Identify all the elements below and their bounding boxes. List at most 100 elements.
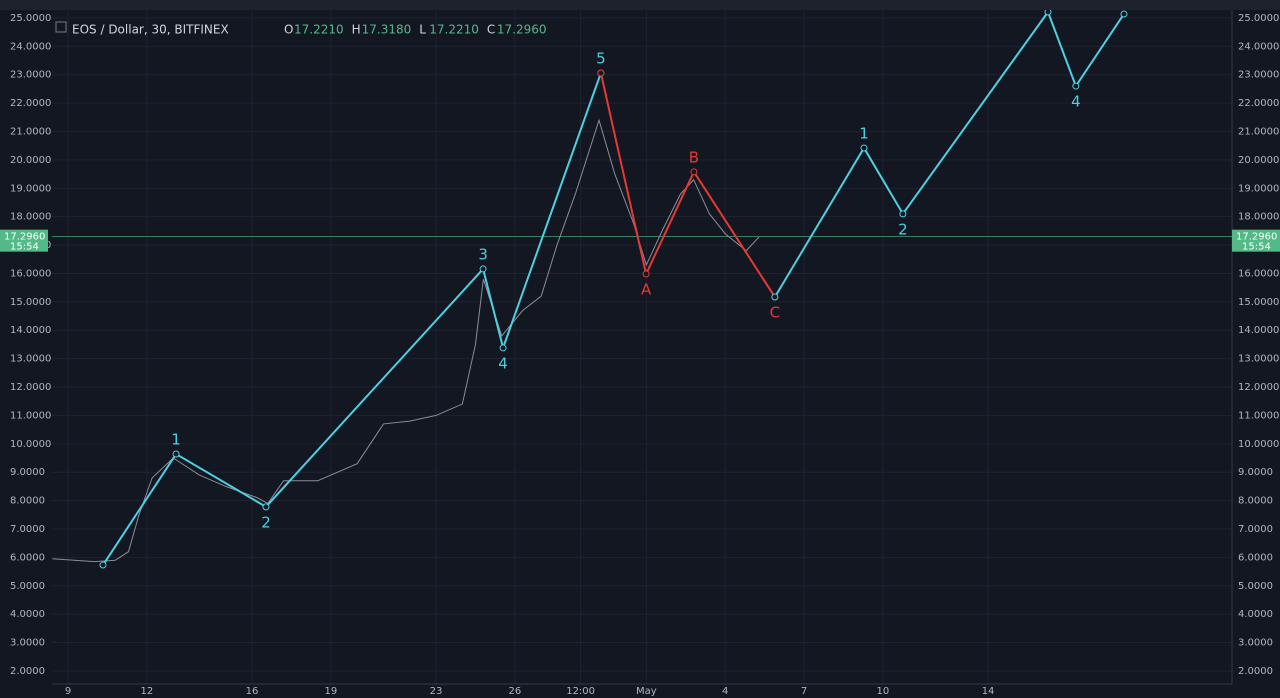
x-tick-label: May	[636, 686, 657, 697]
y-tick-label: 4.0000	[10, 609, 45, 620]
x-tick-label: 12:00	[566, 686, 595, 697]
y-tick-label: 23.0000	[1238, 70, 1279, 81]
wave-point	[771, 293, 779, 301]
wave-label: 4	[1071, 93, 1081, 111]
y-tick-label: 3.0000	[1238, 638, 1273, 649]
x-tick-label: 23	[430, 686, 443, 697]
wave-label: 5	[596, 50, 606, 68]
x-tick-label: 16	[246, 686, 259, 697]
x-tick-label: 9	[65, 686, 71, 697]
y-tick-label: 13.0000	[10, 354, 51, 365]
ohlc-value: 17.2210	[294, 23, 344, 37]
x-tick-label: 4	[722, 686, 728, 697]
last-price-label: 17.2960	[4, 232, 45, 243]
ohlc-value: 17.2210	[429, 23, 479, 37]
ohlc-key: O	[284, 23, 293, 37]
y-tick-label: 2.0000	[10, 666, 45, 677]
y-tick-label: 19.0000	[1238, 183, 1279, 194]
y-tick-label: 21.0000	[10, 127, 51, 138]
y-tick-label: 21.0000	[1238, 127, 1279, 138]
wave-label: 3	[478, 245, 488, 263]
y-tick-label: 5.0000	[10, 581, 45, 592]
wave-point	[642, 270, 650, 278]
y-tick-label: 22.0000	[10, 98, 51, 109]
y-tick-label: 4.0000	[1238, 609, 1273, 620]
symbol[interactable]: EOS / Dollar, 30, BITFINEX	[72, 23, 229, 37]
last-price-badge	[1232, 229, 1280, 252]
expand-icon[interactable]	[55, 21, 67, 33]
y-tick-label: 20.0000	[1238, 155, 1279, 166]
y-tick-label: 11.0000	[10, 410, 51, 421]
toolbar	[0, 0, 1280, 10]
wave-line	[774, 10, 1125, 298]
ohlc-key: C	[487, 23, 495, 37]
y-tick-label: 18.0000	[10, 212, 51, 223]
y-tick-label: 24.0000	[1238, 41, 1279, 52]
wave-line	[599, 72, 776, 298]
y-tick-label: 13.0000	[1238, 354, 1279, 365]
ohlc-value: 17.2960	[497, 23, 547, 37]
y-tick-label: 6.0000	[1238, 552, 1273, 563]
y-tick-label: 11.0000	[1238, 410, 1279, 421]
wave-label: 4	[498, 354, 508, 372]
ohlc-key: L	[419, 23, 426, 37]
y-tick-label: 10.0000	[10, 439, 51, 450]
y-tick-label: 9.0000	[1238, 467, 1273, 478]
y-tick-label: 20.0000	[10, 155, 51, 166]
y-tick-label: 18.0000	[1238, 212, 1279, 223]
y-tick-label: 14.0000	[10, 325, 51, 336]
y-tick-label: 8.0000	[1238, 496, 1273, 507]
y-tick-label: 25.0000	[1238, 13, 1279, 24]
wave-point	[479, 265, 487, 273]
wave-label: 2	[898, 220, 908, 238]
wave-point	[499, 344, 507, 352]
wave-label: C	[770, 304, 780, 322]
y-tick-label: 16.0000	[1238, 268, 1279, 279]
wave-label: A	[641, 281, 652, 299]
wave-point	[860, 144, 868, 152]
ohlc-value: 17.3180	[362, 23, 412, 37]
wave-point	[1044, 10, 1052, 16]
y-tick-label: 14.0000	[1238, 325, 1279, 336]
wave-point	[262, 503, 270, 511]
wave-point	[899, 210, 907, 218]
x-tick-label: 19	[325, 686, 338, 697]
y-tick-label: 2.0000	[1238, 666, 1273, 677]
y-tick-label: 5.0000	[1238, 581, 1273, 592]
y-tick-label: 6.0000	[10, 552, 45, 563]
y-tick-label: 10.0000	[1238, 439, 1279, 450]
y-tick-label: 12.0000	[10, 382, 51, 393]
y-tick-label: 16.0000	[10, 268, 51, 279]
last-price-badge	[0, 229, 48, 252]
y-tick-label: 15.0000	[1238, 297, 1279, 308]
y-tick-label: 25.0000	[10, 13, 51, 24]
wave-line	[102, 72, 602, 566]
y-tick-label: 8.0000	[10, 496, 45, 507]
y-tick-label: 7.0000	[10, 524, 45, 535]
countdown: 15:54	[10, 242, 39, 253]
wave-point	[597, 69, 605, 77]
y-tick-label: 22.0000	[1238, 98, 1279, 109]
x-tick-label: 12	[141, 686, 154, 697]
wave-point	[1072, 82, 1080, 90]
y-tick-label: 15.0000	[10, 297, 51, 308]
wave-label: B	[689, 148, 699, 166]
y-tick-label: 19.0000	[10, 183, 51, 194]
y-tick-label: 3.0000	[10, 638, 45, 649]
x-tick-label: 10	[877, 686, 890, 697]
y-tick-label: 9.0000	[10, 467, 45, 478]
y-tick-label: 23.0000	[10, 70, 51, 81]
price-line	[52, 118, 760, 563]
x-tick-label: 7	[801, 686, 807, 697]
wave-label: 1	[171, 431, 181, 449]
ohlc-key: H	[352, 23, 361, 37]
wave-label: 1	[859, 124, 869, 142]
y-tick-label: 12.0000	[1238, 382, 1279, 393]
wave-point	[1120, 10, 1128, 18]
wave-point	[690, 168, 698, 176]
wave-point	[172, 450, 180, 458]
countdown: 15:54	[1242, 242, 1271, 253]
y-tick-label: 24.0000	[10, 41, 51, 52]
